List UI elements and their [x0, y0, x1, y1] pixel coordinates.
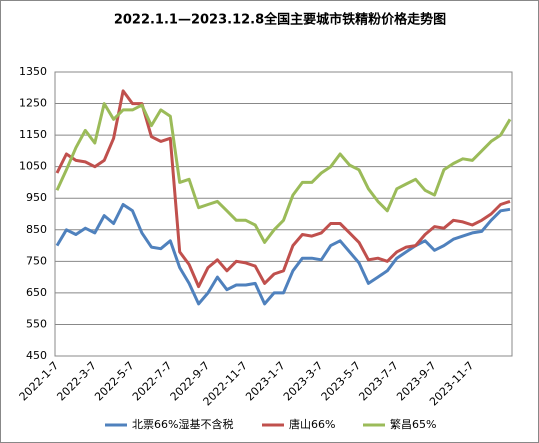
- y-tick-label: 1250: [19, 97, 47, 110]
- y-tick-label: 1350: [19, 65, 47, 78]
- legend-label: 唐山66%: [289, 417, 335, 431]
- legend-label: 北票66%湿基不含税: [132, 417, 233, 431]
- series-line: [55, 89, 511, 289]
- y-tick-label: 550: [26, 317, 47, 330]
- y-tick-label: 950: [26, 191, 47, 204]
- series-line: [55, 203, 511, 306]
- y-tick-label: 750: [26, 254, 47, 267]
- y-tick-label: 1050: [19, 160, 47, 173]
- y-tick-label: 450: [26, 349, 47, 362]
- y-tick-label: 850: [26, 223, 47, 236]
- y-tick-label: 650: [26, 286, 47, 299]
- legend-label: 繁昌65%: [390, 417, 436, 431]
- series-line: [55, 102, 512, 244]
- y-tick-label: 1150: [19, 128, 47, 141]
- chart-title: 2022.1.1—2023.12.8全国主要城市铁精粉价格走势图: [114, 12, 446, 28]
